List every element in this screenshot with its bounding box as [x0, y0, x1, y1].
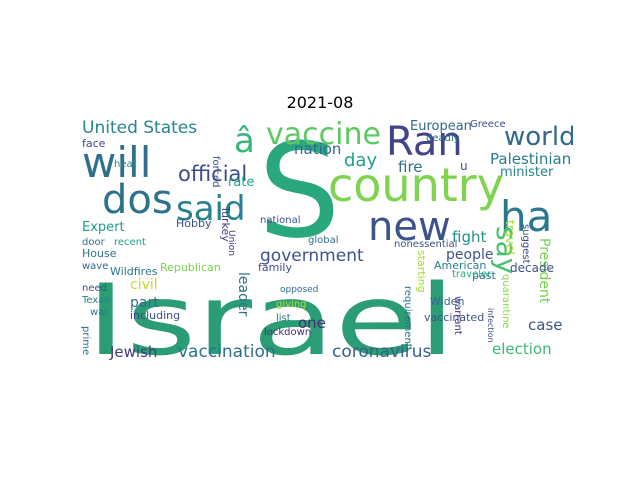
cloud-word: one	[298, 314, 326, 332]
cloud-word: new	[368, 204, 451, 250]
cloud-word: European	[410, 120, 472, 134]
cloud-word: Palestinian	[490, 150, 572, 168]
cloud-word: government	[260, 246, 364, 266]
cloud-word: u	[460, 159, 468, 173]
cloud-word: House	[82, 247, 117, 260]
cloud-word: â	[234, 121, 255, 161]
cloud-word: rate	[228, 175, 255, 190]
cloud-word: ha	[500, 192, 553, 241]
cloud-word: suggest	[520, 224, 531, 264]
cloud-word: say	[490, 226, 523, 275]
cloud-word: wave	[82, 261, 109, 272]
cloud-word: need	[82, 283, 107, 294]
cloud-word: vaccine	[266, 120, 381, 152]
cloud-word: warrant	[452, 296, 463, 335]
cloud-word: American	[434, 259, 487, 272]
cloud-word: people	[446, 247, 494, 263]
cloud-word: family	[258, 261, 292, 274]
cloud-word: Expert	[82, 220, 125, 235]
cloud-word: opposed	[280, 285, 319, 295]
cloud-word: list	[276, 313, 291, 324]
cloud-word: vaccination	[178, 342, 276, 362]
figure-title: 2021-08	[286, 93, 354, 112]
cloud-word: Israel	[86, 264, 456, 367]
cloud-word: national	[260, 215, 301, 226]
cloud-word: vaccinated	[424, 311, 485, 324]
cloud-word: requirement	[402, 286, 413, 348]
cloud-word: day	[344, 150, 378, 171]
cloud-word: election	[492, 340, 552, 358]
cloud-word: Turkey	[219, 206, 232, 242]
cloud-word: decade	[510, 261, 554, 275]
cloud-word: coronavirus	[332, 342, 432, 362]
cloud-word: traveler	[452, 269, 492, 280]
cloud-word: minister	[500, 165, 554, 180]
cloud-word: giving	[276, 299, 307, 310]
cloud-word: part	[130, 295, 159, 311]
cloud-word: starting	[415, 250, 428, 293]
cloud-word: prime	[80, 326, 91, 356]
cloud-word: Republican	[160, 261, 221, 274]
cloud-word: Wildfires	[110, 265, 158, 278]
cloud-word: Union	[226, 230, 236, 257]
cloud-word: President	[536, 238, 552, 304]
cloud-word: United States	[82, 120, 198, 138]
word-cloud: Israel S country new will Ran dos said h…	[80, 120, 573, 367]
cloud-word: recent	[114, 237, 146, 248]
cloud-word: travel	[503, 220, 517, 255]
cloud-word: said	[176, 189, 246, 229]
cloud-word: face	[82, 137, 106, 150]
cloud-word: quarantine	[500, 274, 511, 329]
cloud-word: dos	[102, 177, 173, 223]
cloud-word: deadly	[426, 133, 460, 144]
cloud-word: civil	[130, 277, 158, 293]
cloud-word: including	[130, 309, 181, 322]
cloud-word: fight	[452, 228, 487, 246]
cloud-word: past	[472, 269, 496, 282]
cloud-word: will	[82, 138, 152, 187]
cloud-word: world	[504, 122, 573, 152]
cloud-word: lockdown	[264, 327, 312, 338]
cloud-word: Greece	[470, 120, 506, 130]
cloud-word: Texas	[82, 295, 110, 306]
cloud-word: case	[528, 316, 563, 334]
cloud-word: forced	[210, 156, 221, 188]
cloud-word: Ran	[386, 120, 463, 165]
cloud-word: official	[178, 162, 248, 186]
cloud-word: door	[82, 237, 105, 248]
cloud-word: Hobby	[176, 217, 212, 230]
cloud-word: country	[328, 158, 504, 212]
cloud-word: nonessential	[394, 239, 458, 250]
cloud-word: nation	[294, 140, 342, 158]
cloud-word: leader	[235, 272, 251, 317]
cloud-word: infection	[486, 308, 495, 343]
cloud-word: global	[308, 235, 339, 246]
cloud-word: heat	[114, 159, 137, 170]
cloud-word: fire	[398, 158, 423, 176]
cloud-word: Jewish	[110, 343, 158, 361]
cloud-word: war	[90, 307, 109, 318]
cloud-word: Widen	[430, 295, 465, 308]
cloud-word: S	[258, 120, 341, 267]
